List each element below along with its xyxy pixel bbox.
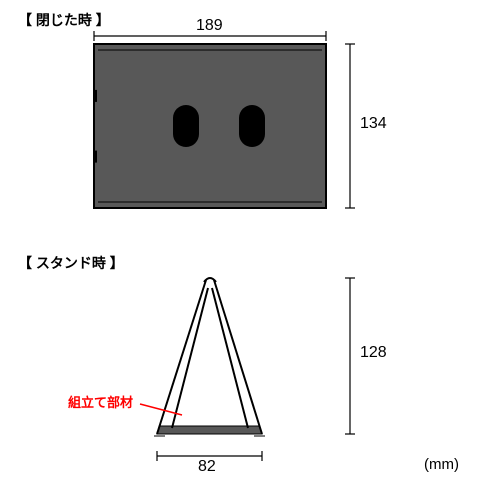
closed-view-device — [93, 44, 326, 208]
dim-value-stand-base: 82 — [198, 458, 216, 476]
dim-value-stand-height: 128 — [360, 344, 387, 362]
callout-leader-line — [140, 404, 182, 415]
stand-view-title: 【 スタンド時 】 — [18, 253, 124, 273]
dim-value-closed-height: 134 — [360, 115, 387, 133]
dimension-stand-height — [345, 278, 355, 434]
closed-view-title: 【 閉じた時 】 — [18, 10, 110, 30]
dim-value-closed-width: 189 — [196, 17, 223, 35]
unit-label: (mm) — [424, 456, 459, 473]
callout-label: 組立て部材 — [68, 392, 133, 411]
dimension-closed-height — [345, 44, 355, 208]
